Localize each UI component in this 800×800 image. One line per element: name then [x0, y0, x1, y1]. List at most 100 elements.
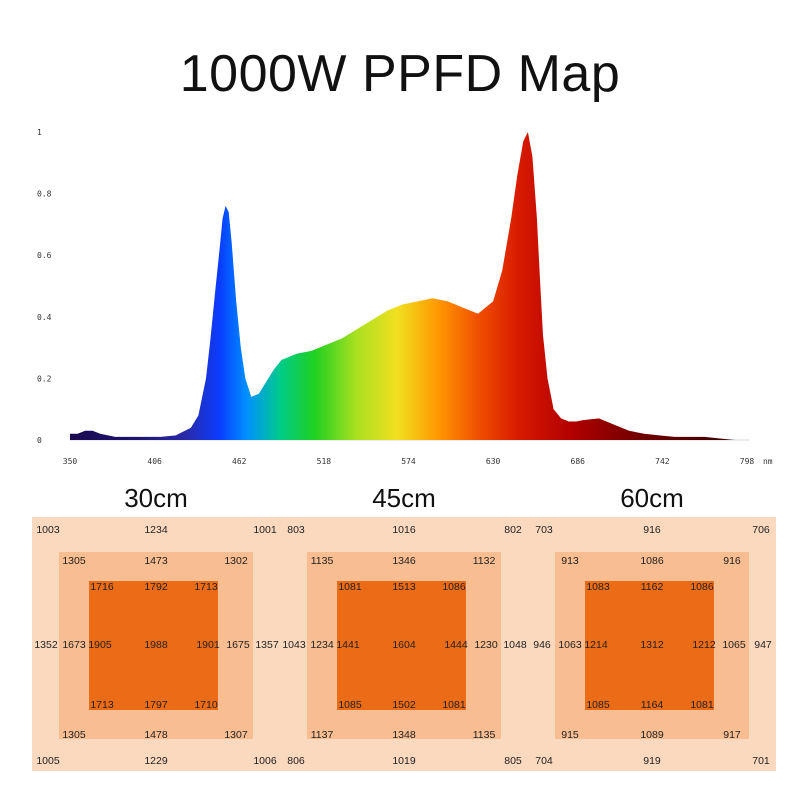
outer-top-right-value: 1001 [253, 524, 277, 536]
outer-top-mid-value: 1016 [392, 524, 416, 536]
spectrum-chart: 350 406 462 518 574 630 686 742 798 nm 0 0.2 0.4 0.6 0… [37, 128, 773, 466]
outer-bottom-mid-value: 919 [643, 755, 661, 767]
x-tick-label: 350 [63, 457, 78, 466]
panel-title-60cm: 60cm [620, 483, 684, 513]
outer-top-right-value: 802 [504, 524, 522, 536]
middle-bottom-right-value: 1307 [224, 729, 248, 741]
outer-bottom-mid-value: 1229 [144, 755, 168, 767]
middle-top-right-value: 1132 [472, 555, 496, 567]
x-tick-label: 518 [317, 457, 332, 466]
inner-bottom-mid-value: 1164 [640, 699, 664, 711]
inner-bottom-right-value: 1081 [442, 699, 466, 711]
x-tick-label: 798 [740, 457, 755, 466]
inner-left-mid-value: 1214 [584, 639, 608, 651]
y-tick-label: 0.8 [37, 190, 52, 199]
middle-top-mid-value: 1473 [144, 555, 168, 567]
outer-left-mid-value: 1043 [282, 639, 306, 651]
middle-bottom-mid-value: 1478 [144, 729, 168, 741]
inner-bottom-right-value: 1710 [194, 699, 218, 711]
inner-left-mid-value: 1905 [88, 639, 112, 651]
middle-right-mid-value: 1065 [722, 639, 746, 651]
outer-top-mid-value: 1234 [144, 524, 168, 536]
inner-top-right-value: 1713 [194, 581, 218, 593]
inner-bottom-mid-value: 1502 [392, 699, 416, 711]
middle-bottom-mid-value: 1089 [640, 729, 664, 741]
outer-bottom-mid-value: 1019 [392, 755, 416, 767]
x-unit-label: nm [763, 457, 773, 466]
outer-top-mid-value: 916 [643, 524, 661, 536]
middle-top-right-value: 1302 [224, 555, 248, 567]
panel-title-30cm: 30cm [124, 483, 188, 513]
inner-right-mid-value: 1444 [444, 639, 468, 651]
x-tick-label: 462 [232, 457, 247, 466]
inner-core [585, 581, 714, 710]
outer-top-left-value: 703 [535, 524, 553, 536]
outer-bottom-left-value: 1005 [36, 755, 60, 767]
middle-top-mid-value: 1086 [640, 555, 664, 567]
inner-top-mid-value: 1162 [640, 581, 664, 593]
outer-bottom-right-value: 805 [504, 755, 522, 767]
outer-bottom-left-value: 806 [287, 755, 305, 767]
inner-top-left-value: 1081 [338, 581, 362, 593]
middle-bottom-right-value: 917 [723, 729, 741, 741]
middle-right-mid-value: 1675 [226, 639, 250, 651]
inner-center-value: 1312 [640, 639, 664, 651]
middle-top-left-value: 1135 [310, 555, 334, 567]
inner-top-left-value: 1716 [90, 581, 114, 593]
x-tick-label: 406 [147, 457, 162, 466]
x-tick-label: 574 [401, 457, 416, 466]
middle-top-right-value: 916 [723, 555, 741, 567]
middle-bottom-left-value: 1305 [62, 729, 86, 741]
panel-title-45cm: 45cm [372, 483, 436, 513]
inner-top-right-value: 1086 [442, 581, 466, 593]
outer-top-left-value: 1003 [36, 524, 60, 536]
middle-top-left-value: 1305 [62, 555, 86, 567]
middle-left-mid-value: 1063 [558, 639, 582, 651]
middle-top-left-value: 913 [561, 555, 579, 567]
spectrum-area [70, 132, 750, 440]
middle-bottom-left-value: 915 [561, 729, 579, 741]
inner-right-mid-value: 1901 [196, 639, 220, 651]
inner-top-right-value: 1086 [690, 581, 714, 593]
ppfd-map-60cm: 703 706 704 701 916 919 946 947 913 916 915 917 1086… [528, 517, 776, 771]
outer-top-left-value: 803 [287, 524, 305, 536]
middle-bottom-right-value: 1135 [472, 729, 496, 741]
inner-top-mid-value: 1792 [144, 581, 168, 593]
middle-top-mid-value: 1346 [392, 555, 416, 567]
inner-left-mid-value: 1441 [336, 639, 360, 651]
middle-left-mid-value: 1234 [310, 639, 334, 651]
x-tick-label: 742 [655, 457, 670, 466]
inner-bottom-right-value: 1081 [690, 699, 714, 711]
ppfd-map-45cm: 803 802 806 805 1016 1019 1043 1048 1135 1132 1137… [280, 517, 528, 771]
y-tick-label: 0.4 [37, 313, 52, 322]
middle-bottom-left-value: 1137 [310, 729, 334, 741]
inner-center-value: 1604 [392, 639, 416, 651]
inner-right-mid-value: 1212 [692, 639, 716, 651]
outer-right-mid-value: 1357 [255, 639, 279, 651]
outer-left-mid-value: 946 [533, 639, 551, 651]
inner-core [337, 581, 466, 710]
inner-bottom-left-value: 1085 [586, 699, 610, 711]
middle-bottom-mid-value: 1348 [392, 729, 416, 741]
outer-bottom-right-value: 1006 [253, 755, 277, 767]
inner-bottom-left-value: 1085 [338, 699, 362, 711]
x-tick-label: 630 [486, 457, 501, 466]
inner-center-value: 1988 [144, 639, 168, 651]
outer-left-mid-value: 1352 [34, 639, 58, 651]
y-tick-label: 0.2 [37, 374, 52, 383]
y-tick-label: 0.6 [37, 251, 52, 260]
middle-right-mid-value: 1230 [474, 639, 498, 651]
outer-right-mid-value: 947 [754, 639, 772, 651]
y-tick-label: 0 [37, 436, 42, 445]
inner-core [89, 581, 218, 710]
outer-top-right-value: 706 [752, 524, 770, 536]
inner-top-left-value: 1083 [586, 581, 610, 593]
inner-bottom-left-value: 1713 [90, 699, 114, 711]
spectrum-ticks: 350 406 462 518 574 630 686 742 798 nm 0 0.2 0.4 0.6 0… [37, 128, 773, 466]
middle-left-mid-value: 1673 [62, 639, 86, 651]
chart-title: 1000W PPFD Map [179, 45, 621, 103]
inner-top-mid-value: 1513 [392, 581, 416, 593]
x-tick-label: 686 [571, 457, 586, 466]
ppfd-map-30cm: 1003 1001 1005 1006 1234 1229 1352 1357 1305 1302… [32, 517, 280, 771]
outer-bottom-right-value: 701 [752, 755, 770, 767]
